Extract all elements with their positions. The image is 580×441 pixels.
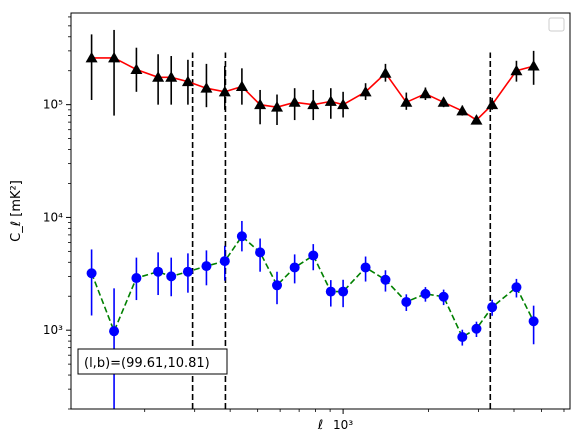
triangle-marker bbox=[218, 85, 231, 97]
series-markers bbox=[85, 51, 540, 343]
circle-marker bbox=[86, 268, 97, 279]
plot-frame bbox=[70, 12, 571, 410]
triangle-marker bbox=[419, 87, 432, 99]
circle-marker bbox=[338, 286, 349, 297]
circle-marker bbox=[471, 323, 482, 334]
x-axis-label: ℓ bbox=[317, 418, 323, 433]
circle-marker bbox=[380, 274, 391, 285]
y-axis-label: C_ℓ [mK²] bbox=[9, 180, 24, 242]
triangle-marker bbox=[181, 75, 194, 87]
triangle-marker bbox=[307, 98, 320, 110]
x-tick-label: 10³ bbox=[333, 418, 353, 432]
circle-marker bbox=[325, 286, 336, 297]
triangle-marker bbox=[152, 71, 165, 82]
circle-marker bbox=[401, 296, 412, 307]
circle-marker bbox=[289, 262, 300, 273]
circle-marker bbox=[272, 280, 283, 291]
triangle-marker bbox=[200, 82, 213, 93]
triangle-marker bbox=[486, 98, 499, 110]
circle-marker bbox=[528, 316, 539, 327]
circle-marker bbox=[360, 262, 371, 273]
circle-marker bbox=[255, 247, 266, 258]
circle-marker bbox=[308, 250, 319, 261]
triangle-marker bbox=[85, 51, 98, 63]
triangle-marker bbox=[510, 64, 523, 76]
circle-marker bbox=[201, 261, 212, 272]
legend-box bbox=[548, 17, 565, 32]
circle-marker bbox=[511, 282, 522, 293]
circle-marker bbox=[438, 291, 449, 302]
triangle-marker bbox=[359, 85, 372, 97]
y-tick-label: 10⁵ bbox=[43, 98, 63, 112]
circle-marker bbox=[153, 266, 164, 277]
circle-marker bbox=[182, 266, 193, 277]
triangle-marker bbox=[271, 101, 284, 112]
triangle-marker bbox=[470, 114, 483, 125]
triangle-marker bbox=[108, 51, 121, 63]
annotation-text: (l,b)=(99.61,10.81) bbox=[84, 356, 210, 371]
circle-marker bbox=[457, 332, 468, 343]
circle-marker bbox=[131, 273, 142, 284]
triangle-marker bbox=[288, 96, 301, 107]
triangle-marker bbox=[235, 80, 248, 91]
circle-marker bbox=[219, 256, 230, 267]
triangle-marker bbox=[254, 98, 267, 110]
circle-marker bbox=[109, 326, 120, 337]
circle-marker bbox=[487, 302, 498, 313]
triangle-marker bbox=[527, 60, 540, 71]
triangle-marker bbox=[130, 63, 143, 75]
triangle-marker bbox=[400, 96, 413, 107]
triangle-marker bbox=[337, 98, 350, 110]
circle-marker bbox=[236, 231, 247, 242]
circle-marker bbox=[166, 271, 177, 282]
triangle-marker bbox=[437, 96, 450, 107]
circle-marker bbox=[420, 288, 431, 299]
triangle-marker bbox=[324, 95, 337, 106]
triangle-marker bbox=[379, 67, 392, 78]
y-tick-label: 10⁴ bbox=[43, 210, 63, 224]
axis-ticks: 10³ 10⁴ 10⁵ 10³ bbox=[43, 16, 565, 432]
annotation-box: (l,b)=(99.61,10.81) bbox=[77, 348, 228, 375]
triangle-marker bbox=[456, 104, 469, 116]
y-tick-label: 10³ bbox=[43, 323, 63, 337]
triangle-marker bbox=[165, 71, 178, 82]
